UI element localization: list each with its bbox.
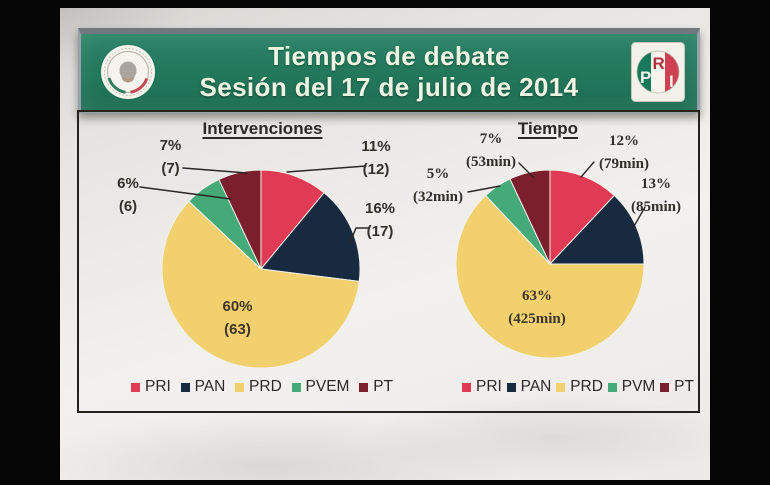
callout-pct: 7% xyxy=(479,131,503,147)
callout-value: (7) xyxy=(161,160,180,177)
callout-value: (32min) xyxy=(413,189,463,205)
legend-item-pan: PAN xyxy=(180,378,226,396)
legend-swatch-pvm xyxy=(607,382,617,392)
slide-title-line2: Sesión del 17 de julio de 2014 xyxy=(199,72,579,102)
pri-letter-i: I xyxy=(669,72,674,91)
legend-item-pan: PAN xyxy=(506,378,552,396)
legend-label: PVEM xyxy=(305,378,350,395)
chart-title-tiempo: Tiempo xyxy=(517,119,579,138)
legend-item-pvm: PVM xyxy=(607,378,656,396)
chart-title-intervenciones: Intervenciones xyxy=(202,119,323,138)
callout-pct: 6% xyxy=(117,175,139,192)
legend-item-prd: PRD xyxy=(556,378,603,396)
header-banner: Tiempos de debate Sesión del 17 de julio… xyxy=(78,28,700,113)
legend-swatch-pvem xyxy=(291,382,301,392)
legend-label: PVM xyxy=(621,378,656,395)
pri-letter-r: R xyxy=(653,54,665,73)
slide-title: Tiempos de debate Sesión del 17 de julio… xyxy=(151,41,627,103)
legend-label: PAN xyxy=(520,378,552,395)
legend-swatch-pan xyxy=(180,382,190,392)
callout-pct: 16% xyxy=(364,200,396,217)
pie-slice-prd xyxy=(162,200,360,368)
legend-swatch-pri xyxy=(462,382,471,392)
callout-value: (6) xyxy=(118,198,138,215)
inside-label-value: (425min) xyxy=(508,311,566,327)
legend-label: PRD xyxy=(570,378,603,395)
callout-pct: 13% xyxy=(641,176,671,192)
inside-label-value: (63) xyxy=(224,321,251,338)
legend-label: PRD xyxy=(249,378,282,395)
legend-swatch-pan xyxy=(506,382,516,392)
inside-label-prd-intervenciones: 60% (63) xyxy=(205,295,270,341)
callout-value: (79min) xyxy=(599,156,649,172)
legend-swatch-prd xyxy=(556,382,566,392)
legend-intervenciones: PRI PAN PRD PVEM PT xyxy=(131,378,393,396)
callout-pct: 12% xyxy=(609,133,639,149)
callout-value: (85min) xyxy=(631,199,681,215)
legend-item-prd: PRD xyxy=(235,378,282,396)
legend-item-pri: PRI xyxy=(131,378,171,396)
callout-pan-intervenciones: 16% (17) xyxy=(351,197,409,243)
pie-chart-tiempo xyxy=(456,170,644,358)
senate-seal-icon xyxy=(101,45,155,99)
legend-swatch-pri xyxy=(131,382,140,392)
slide-title-line1: Tiempos de debate xyxy=(268,41,510,71)
callout-pri-tiempo: 12% (79min) xyxy=(584,130,664,176)
inside-label-prd-tiempo: 63% (425min) xyxy=(487,285,587,331)
callout-pt-tiempo: 7% (53min) xyxy=(450,128,532,174)
legend-label: PRI xyxy=(476,378,502,395)
inside-label-pct: 63% xyxy=(522,288,552,304)
legend-swatch-pt xyxy=(660,382,670,392)
callout-pri-intervenciones: 11% (12) xyxy=(347,135,405,181)
pie-slice-prd xyxy=(456,194,644,358)
callout-pct: 7% xyxy=(159,137,182,154)
callout-pct: 5% xyxy=(426,166,450,182)
legend-item-pvem: PVEM xyxy=(291,378,350,396)
pie-slice-pri xyxy=(260,170,325,271)
callout-pvem-intervenciones: 6% (6) xyxy=(103,172,153,218)
legend-label: PT xyxy=(373,378,393,395)
callout-pct: 11% xyxy=(361,138,391,155)
callout-pan-tiempo: 13% (85min) xyxy=(614,173,698,219)
charts-frame xyxy=(77,110,700,413)
legend-tiempo: PRI PAN PRD PVM PT xyxy=(462,378,694,396)
legend-swatch-prd xyxy=(235,382,245,392)
legend-swatch-pt xyxy=(359,382,369,392)
pri-letter-p: P xyxy=(640,68,651,87)
legend-item-pt: PT xyxy=(359,378,393,396)
callout-pvm-tiempo: 5% (32min) xyxy=(397,163,479,209)
legend-label: PAN xyxy=(194,378,226,395)
legend-item-pri: PRI xyxy=(462,378,502,396)
legend-item-pt: PT xyxy=(660,378,694,396)
callout-value: (17) xyxy=(366,223,394,240)
callout-value: (53min) xyxy=(466,154,516,170)
callout-value: (12) xyxy=(362,161,390,178)
pri-logo-icon: P R I xyxy=(631,42,685,102)
legend-label: PT xyxy=(674,378,694,395)
callout-pt-intervenciones: 7% (7) xyxy=(143,134,198,180)
legend-label: PRI xyxy=(145,378,171,395)
inside-label-pct: 60% xyxy=(222,298,253,315)
